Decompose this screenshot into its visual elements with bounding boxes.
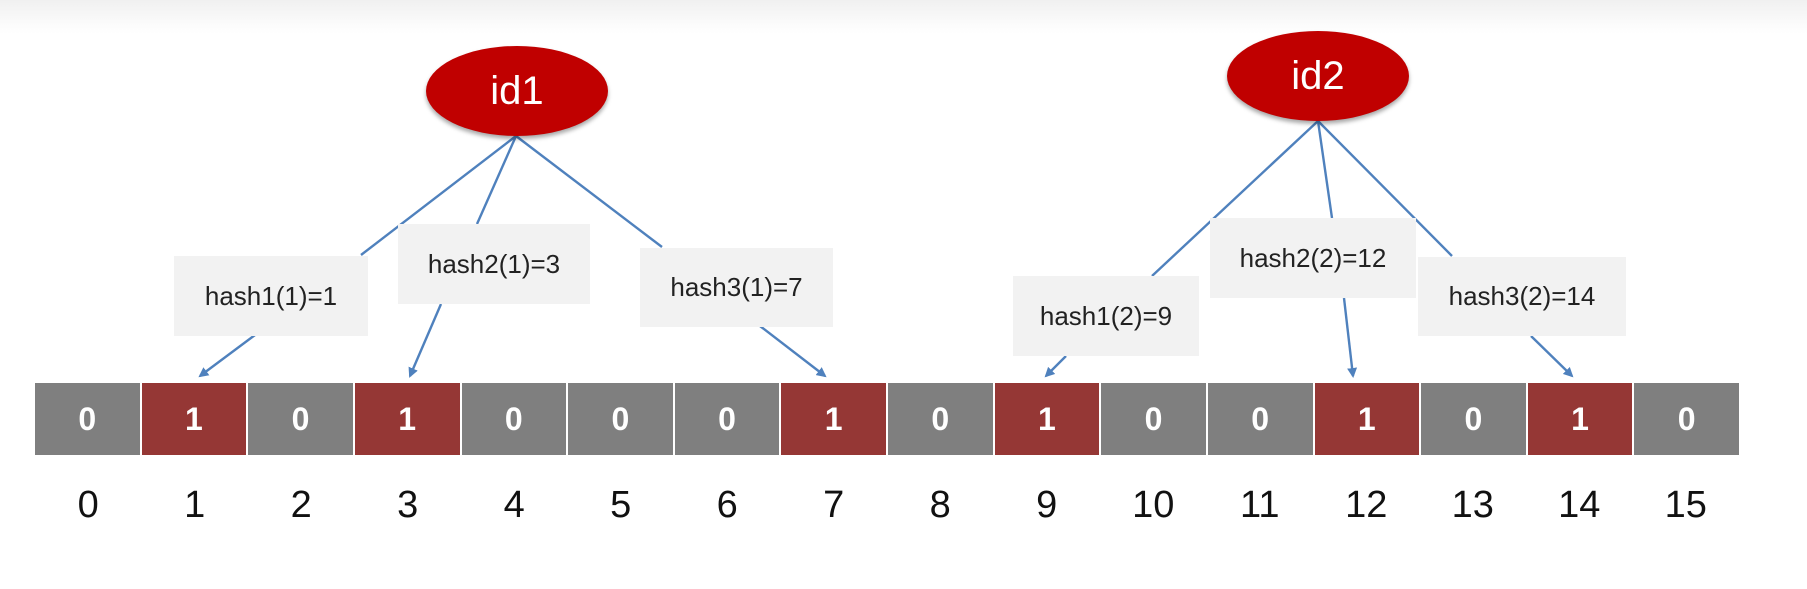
index-label-1: 1 — [184, 483, 206, 526]
node-id2: id2 — [1227, 31, 1409, 121]
index-label-0: 0 — [77, 483, 99, 526]
hash-label-id1-hash2: hash2(1)=3 — [398, 224, 590, 304]
arrow-id2-to-14-head — [1530, 335, 1574, 378]
bit-cell-8: 0 — [888, 383, 993, 455]
bit-cell-13: 0 — [1421, 383, 1526, 455]
bit-cell-11: 0 — [1207, 383, 1313, 455]
index-label-3: 3 — [397, 483, 419, 526]
bit-cell-10: 0 — [1101, 383, 1206, 455]
arrow-id2-to-14 — [1317, 120, 1453, 257]
arrow-id2-to-12 — [1316, 120, 1334, 219]
index-label-11: 11 — [1240, 483, 1280, 526]
bit-cell-0: 0 — [35, 383, 140, 455]
arrow-id1-to-1 — [360, 135, 517, 256]
node-id1-label: id1 — [490, 68, 544, 113]
index-label-12: 12 — [1345, 483, 1388, 526]
index-label-5: 5 — [610, 483, 632, 526]
index-label-2: 2 — [290, 483, 312, 526]
index-label-10: 10 — [1132, 483, 1175, 526]
node-id2-label: id2 — [1291, 53, 1345, 98]
bit-cell-1: 1 — [141, 383, 247, 455]
bit-cell-9: 1 — [994, 383, 1100, 455]
index-row: 0 1 2 3 4 5 6 7 8 9 10 11 12 13 14 15 — [35, 480, 1739, 530]
index-label-14: 14 — [1558, 483, 1601, 526]
bit-cell-14: 1 — [1527, 383, 1633, 455]
arrow-id1-to-3-head — [408, 303, 443, 378]
hash-label-id1-hash3: hash3(1)=7 — [640, 248, 833, 327]
arrow-id1-to-7 — [515, 135, 663, 248]
hash-label-id2-hash2: hash2(2)=12 — [1210, 218, 1416, 298]
index-label-6: 6 — [716, 483, 738, 526]
arrow-id2-to-12-head — [1342, 297, 1358, 378]
index-label-15: 15 — [1664, 483, 1707, 526]
bit-cell-5: 0 — [568, 383, 673, 455]
bit-cell-3: 1 — [354, 383, 460, 455]
arrow-id2-to-9 — [1151, 120, 1319, 277]
bit-cell-2: 0 — [248, 383, 353, 455]
index-label-13: 13 — [1451, 483, 1494, 526]
hash-label-id2-hash3: hash3(2)=14 — [1418, 257, 1626, 336]
node-id1: id1 — [426, 46, 608, 136]
index-label-8: 8 — [929, 483, 951, 526]
arrow-id1-to-1-head — [198, 334, 256, 378]
bit-cell-15: 0 — [1634, 383, 1739, 455]
bit-cell-7: 1 — [781, 383, 886, 455]
hash-label-id2-hash1: hash1(2)=9 — [1013, 276, 1199, 356]
index-label-9: 9 — [1036, 483, 1058, 526]
index-label-4: 4 — [503, 483, 525, 526]
arrow-id2-to-9-head — [1044, 355, 1067, 378]
bit-array: 0 1 0 1 0 0 0 1 0 1 0 0 1 0 1 0 — [35, 383, 1739, 455]
bit-cell-4: 0 — [461, 383, 567, 455]
bit-cell-12: 1 — [1314, 383, 1420, 455]
top-band — [0, 0, 1807, 34]
hash-label-id1-hash1: hash1(1)=1 — [174, 256, 368, 336]
arrow-id1-to-3 — [475, 135, 518, 225]
index-label-7: 7 — [823, 483, 845, 526]
bit-cell-6: 0 — [674, 383, 780, 455]
arrow-id1-to-7-head — [759, 325, 827, 378]
